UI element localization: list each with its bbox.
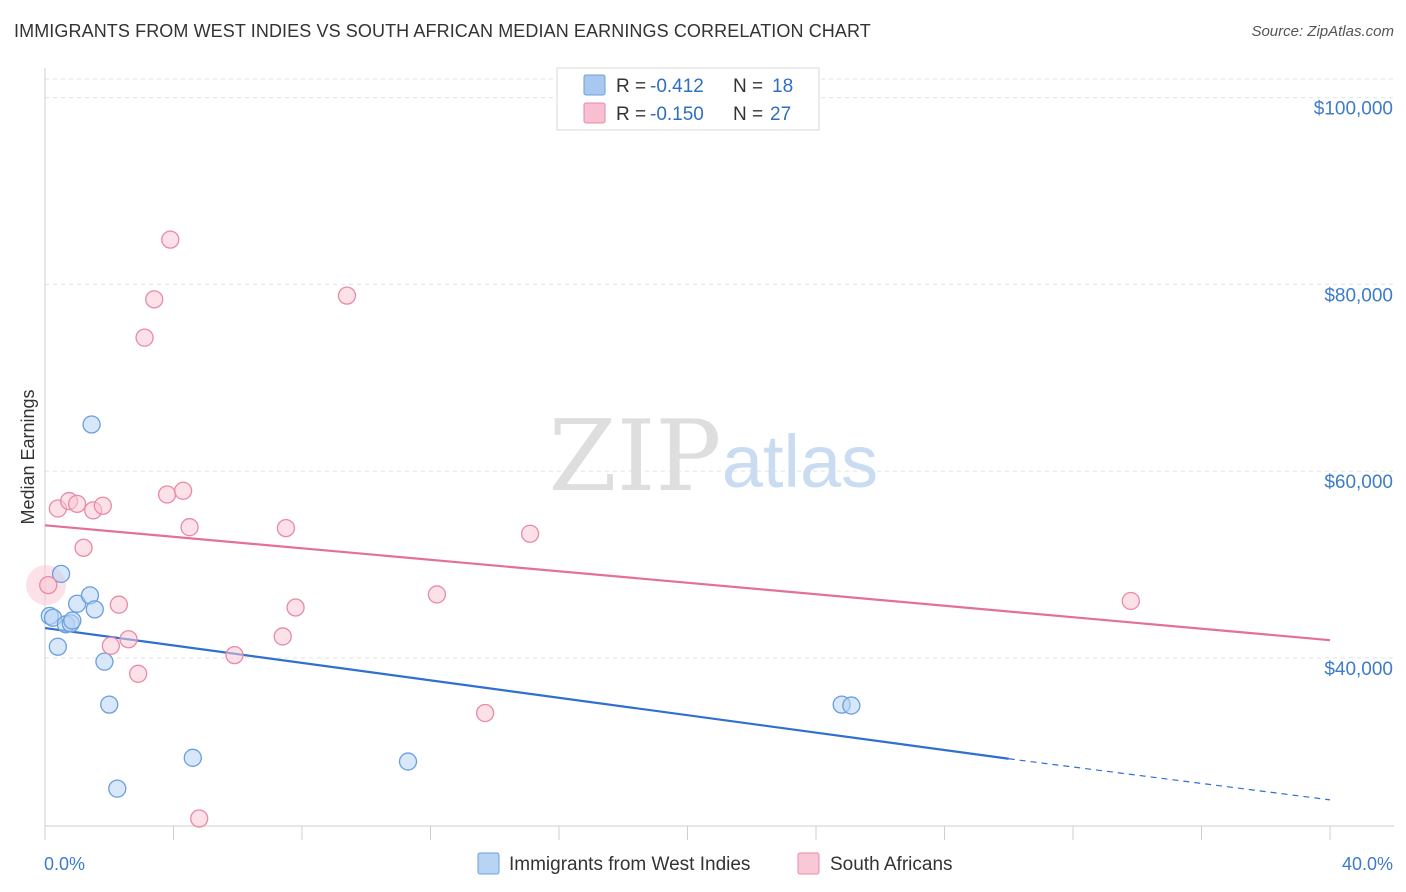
trend-line-0 [44,626,1009,760]
legend-r-value: -0.150 [650,104,704,125]
watermark: ZIP atlas [549,400,879,514]
legend-row-west-indies: R = -0.412 N = 18 [583,74,793,97]
data-point-west-indies [48,637,67,656]
legend-swatch-south-africans [583,102,606,124]
data-point-south-africans [475,703,495,723]
data-point-south-africans [173,481,193,500]
data-point-south-africans [39,575,58,595]
data-point-south-africans [119,630,138,649]
legend-r-value: -0.412 [650,76,704,97]
watermark-zip: ZIP [549,400,722,514]
y-tick-label: $60,000 [1324,472,1393,493]
legend-r-label: R = [616,76,646,97]
data-point-south-africans [135,328,154,347]
data-point-south-africans [286,598,305,617]
data-point-south-africans [129,664,148,683]
data-point-south-africans [145,290,164,309]
data-point-south-africans [1121,591,1140,611]
data-point-south-africans [74,538,93,557]
data-point-south-africans [101,636,121,655]
data-point-west-indies [82,415,101,434]
data-point-south-africans [273,627,292,646]
grid-lines [45,78,1394,659]
data-point-south-africans [190,809,209,828]
trend-line-extension-0 [1008,758,1331,801]
correlation-legend: R = -0.412 N = 18 R = -0.150 N = 27 [556,67,820,131]
trend-lines [44,524,1331,801]
data-point-south-africans [276,518,296,538]
axes [44,68,1394,840]
data-point-west-indies [51,564,71,584]
y-tick-label: $80,000 [1324,285,1393,306]
data-point-south-africans [109,595,129,614]
legend-n-label: N = [733,104,763,125]
data-point-south-africans [180,518,199,537]
y-tick-label: $40,000 [1324,659,1393,680]
legend-r-label: R = [616,104,646,125]
y-tick-label: $100,000 [1314,99,1393,120]
y-tick-labels: $40,000 $60,000 $80,000 $100,000 [1314,99,1393,680]
data-point-west-indies [95,652,114,671]
data-point-west-indies [183,748,202,767]
source-credit: Source: ZipAtlas.com [1251,23,1394,40]
data-point-south-africans [520,524,540,543]
bottom-legend-label-west-indies: Immigrants from West Indies [509,854,750,875]
data-point-west-indies [108,779,127,798]
data-point-south-africans [93,496,112,515]
x-tick-labels: 0.0% 40.0% [44,854,1393,874]
data-point-west-indies [842,696,861,715]
legend-n-label: N = [733,76,763,97]
data-points [26,230,1140,828]
bottom-legend-label-south-africans: South Africans [830,854,953,875]
data-point-west-indies [398,752,418,771]
data-point-west-indies [100,695,119,714]
legend-swatch-west-indies [583,74,606,96]
x-tick-label: 0.0% [44,854,85,874]
chart-title: IMMIGRANTS FROM WEST INDIES VS SOUTH AFR… [14,21,871,41]
series-legend: Immigrants from West Indies South Africa… [477,852,953,875]
trend-line-1 [44,524,1331,642]
data-point-south-africans [157,485,177,504]
legend-n-value: 27 [770,104,791,125]
data-point-south-africans [427,585,447,604]
data-point-south-africans [337,286,357,305]
data-point-south-africans [67,494,87,514]
x-tick-label: 40.0% [1342,854,1393,874]
bottom-legend-swatch-west-indies [477,852,500,875]
data-point-west-indies [63,611,82,630]
y-axis-title: Median Earnings [18,389,38,524]
data-point-south-africans [225,645,244,665]
data-point-west-indies [85,600,104,619]
watermark-atlas: atlas [722,420,878,503]
bottom-legend-swatch-south-africans [797,852,820,875]
data-point-west-indies [67,594,87,613]
data-point-south-africans [161,230,180,249]
legend-row-south-africans: R = -0.150 N = 27 [583,102,791,125]
legend-n-value: 18 [772,76,793,97]
